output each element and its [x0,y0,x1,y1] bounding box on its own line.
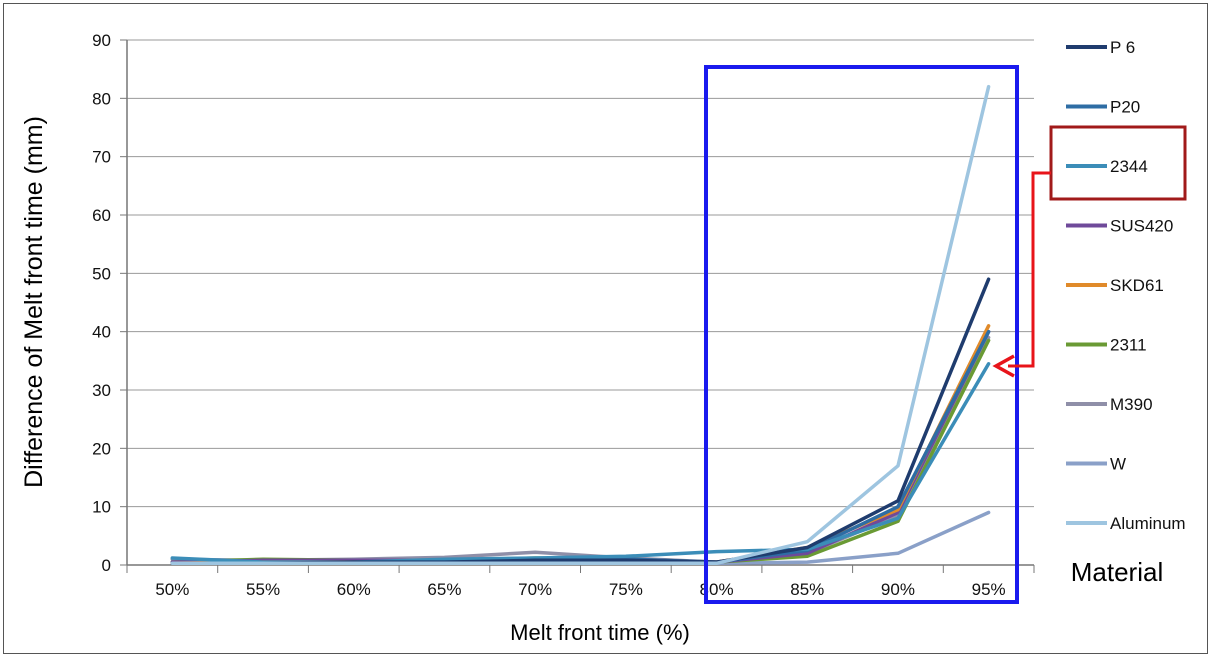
legend: P 6 P20 2344 SUS420 SKD61 2311 M390 W Aluminum [1066,38,1186,533]
y-tick-label: 50 [92,264,111,283]
x-tick-label: 60% [337,580,371,599]
legend-label: Aluminum [1110,514,1186,533]
series-lines [170,84,991,566]
y-tick-label: 0 [102,556,111,575]
y-tick-label: 40 [92,323,111,342]
x-tick-label: 90% [881,580,915,599]
x-axis-title: Melt front time (%) [510,620,690,645]
x-tick-label: 75% [609,580,643,599]
legend-label: 2344 [1110,157,1148,176]
chart-frame [3,3,1208,654]
x-tick-label: 70% [518,580,552,599]
y-tick-label: 60 [92,206,111,225]
legend-label: W [1110,455,1126,474]
legend-label: P20 [1110,98,1140,117]
y-tick-label: 10 [92,498,111,517]
arrow-head-icon [992,354,1015,378]
legend-highlight-box [1049,125,1187,201]
legend-title: Material [1071,557,1163,587]
series-line-aluminum [170,84,991,566]
legend-label: SKD61 [1110,276,1164,295]
legend-label: M390 [1110,395,1153,414]
legend-label: 2311 [1110,336,1147,355]
y-tick-label: 30 [92,381,111,400]
x-tick-label: 50% [155,580,189,599]
arrow-connector [1008,171,1051,368]
legend-label: SUS420 [1110,217,1173,236]
y-tick-label: 20 [92,439,111,458]
y-tick-labels: 0 10 20 30 40 50 60 70 80 90 [92,31,111,575]
x-tick-label: 85% [790,580,824,599]
x-tick-label: 80% [700,580,734,599]
highlight-box [704,65,1019,604]
x-tick-label: 55% [246,580,280,599]
y-tick-label: 70 [92,148,111,167]
legend-label: P 6 [1110,38,1135,57]
y-tick-label: 80 [92,89,111,108]
x-tick-label: 65% [427,580,461,599]
x-tick-label: 95% [972,580,1006,599]
y-axis-title: Difference of Melt front time (mm) [20,116,48,488]
y-tick-label: 90 [92,31,111,50]
x-tick-labels: 50% 55% 60% 65% 70% 75% 80% 85% 90% 95% [155,580,1005,599]
gridlines [120,39,1035,573]
